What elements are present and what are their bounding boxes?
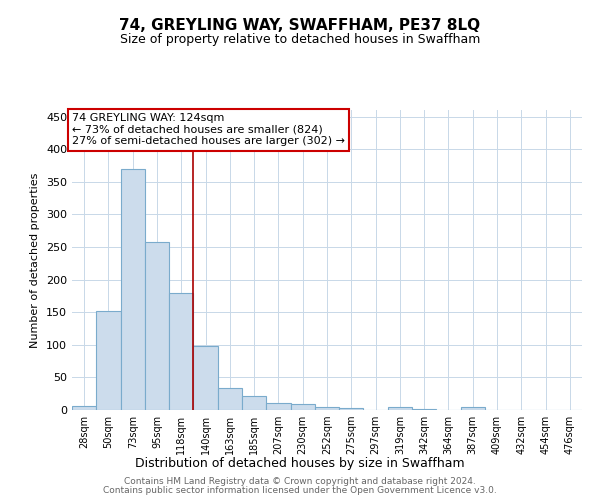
Text: 74, GREYLING WAY, SWAFFHAM, PE37 8LQ: 74, GREYLING WAY, SWAFFHAM, PE37 8LQ: [119, 18, 481, 32]
Bar: [169, 292, 193, 410]
Bar: [461, 408, 485, 410]
Text: Contains HM Land Registry data © Crown copyright and database right 2024.: Contains HM Land Registry data © Crown c…: [124, 477, 476, 486]
Bar: [72, 406, 96, 410]
Bar: [193, 346, 218, 410]
Bar: [121, 168, 145, 410]
Bar: [339, 408, 364, 410]
Bar: [315, 408, 339, 410]
Text: Size of property relative to detached houses in Swaffham: Size of property relative to detached ho…: [120, 32, 480, 46]
Bar: [388, 408, 412, 410]
Bar: [218, 388, 242, 410]
Text: Distribution of detached houses by size in Swaffham: Distribution of detached houses by size …: [135, 458, 465, 470]
Y-axis label: Number of detached properties: Number of detached properties: [31, 172, 40, 348]
Text: 74 GREYLING WAY: 124sqm
← 73% of detached houses are smaller (824)
27% of semi-d: 74 GREYLING WAY: 124sqm ← 73% of detache…: [72, 114, 345, 146]
Bar: [96, 311, 121, 410]
Bar: [290, 404, 315, 410]
Bar: [145, 242, 169, 410]
Bar: [266, 404, 290, 410]
Text: Contains public sector information licensed under the Open Government Licence v3: Contains public sector information licen…: [103, 486, 497, 495]
Bar: [242, 396, 266, 410]
